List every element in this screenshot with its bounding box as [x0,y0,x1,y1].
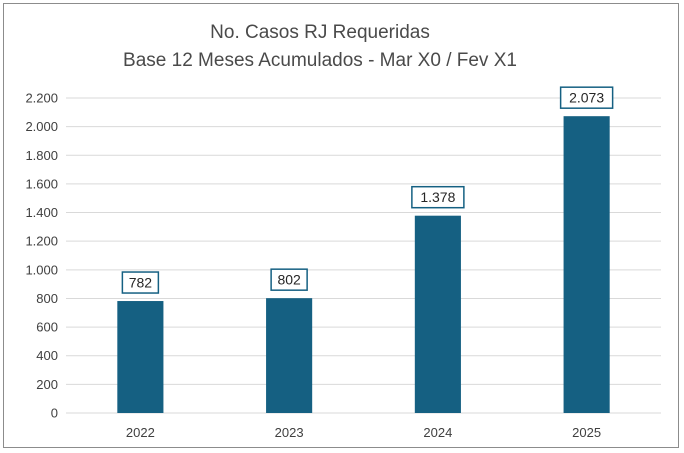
x-category-label: 2025 [572,425,601,440]
x-category-label: 2022 [126,425,155,440]
chart-title-line-2: Base 12 Meses Acumulados - Mar X0 / Fev … [123,50,517,71]
data-label-box [121,271,160,294]
y-axis-ticks: 0 200 400 600 800 1.000 1.200 1.400 1.600 1.800 2.… [25,91,58,421]
chart-title-line-1: No. Casos RJ Requeridas [210,22,430,43]
y-tick-label: 800 [36,291,58,306]
bar-2024 [414,215,461,413]
data-label: 2.073 [569,90,604,106]
y-tick-label: 2.000 [25,119,58,134]
data-labels: 782 802 1.378 2.073 [121,86,614,294]
bar-2025 [563,116,610,414]
data-label-box [559,86,614,109]
x-category-label: 2024 [423,425,452,440]
y-tick-label: 400 [36,348,58,363]
data-label-box [411,185,465,209]
y-tick-label: 1.200 [25,234,58,249]
y-tick-label: 600 [36,320,58,335]
bars [117,116,610,414]
bar-2022 [117,301,164,413]
y-tick-label: 2.200 [25,91,58,106]
y-tick-label: 200 [36,377,58,392]
data-label: 782 [129,275,153,291]
x-category-label: 2023 [275,425,304,440]
gridlines [66,97,661,414]
y-tick-label: 1.000 [25,262,58,277]
x-axis-categories: 2022 2023 2024 2025 [126,425,601,440]
data-label: 802 [277,272,301,288]
data-label-box [270,268,308,291]
y-tick-label: 1.400 [25,205,58,220]
bar-2023 [266,298,313,413]
y-tick-label: 0 [51,406,58,421]
y-tick-label: 1.800 [25,148,58,163]
y-tick-label: 1.600 [25,176,58,191]
data-label: 1.378 [420,189,455,205]
